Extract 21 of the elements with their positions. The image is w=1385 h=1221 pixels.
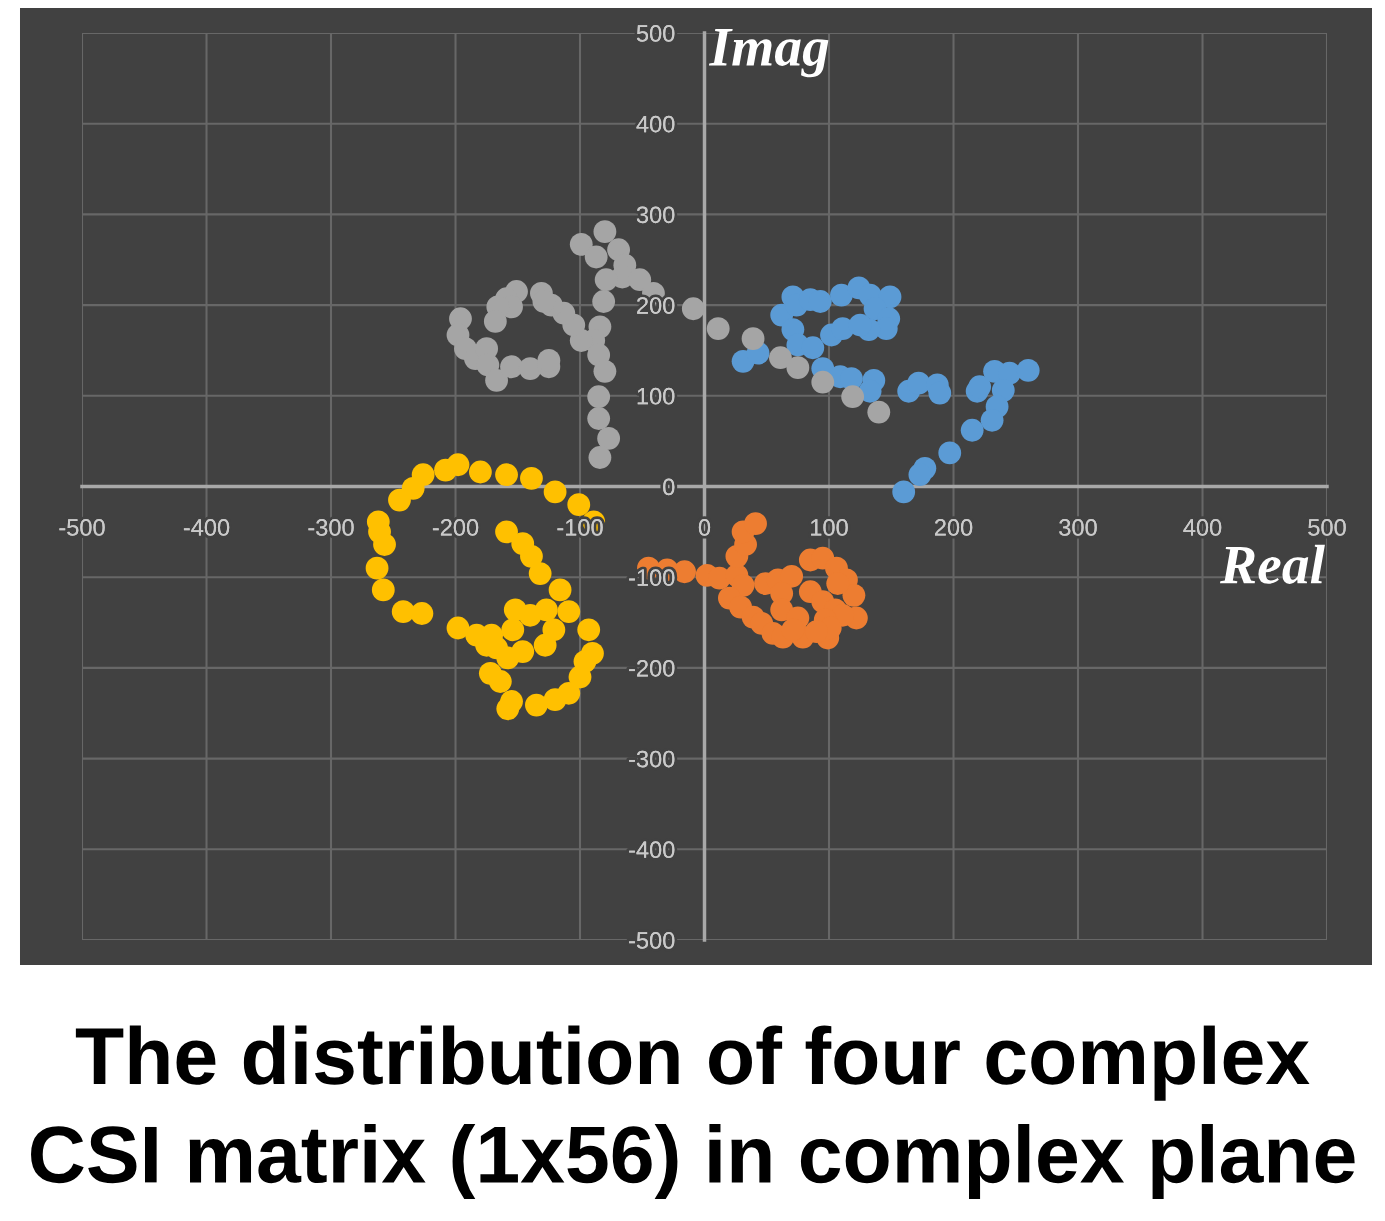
- x-tick-label: 500: [1308, 519, 1346, 536]
- x-tick-label: -200: [432, 519, 479, 536]
- x-tick-label: -400: [183, 519, 230, 536]
- y-tick-label: -400: [629, 841, 675, 859]
- y-tick-label: 200: [637, 297, 675, 314]
- y-axis-title: Imag: [708, 29, 829, 78]
- y-tick-label: 500: [636, 25, 675, 42]
- x-axis-title: Real: [1220, 544, 1325, 584]
- y-tick-label: 400: [636, 115, 675, 133]
- y-tick-label: -300: [629, 750, 675, 768]
- x-tick-label: 200: [934, 519, 973, 536]
- x-tick-label: 100: [811, 519, 848, 536]
- x-tick-label: -500: [59, 519, 105, 536]
- y-tick-label: -200: [629, 659, 675, 677]
- text: The distribution of four complex CSI matrix (1x56) in complex plane: [31, 1025, 1355, 1200]
- y-tick-label: 300: [636, 206, 675, 224]
- x-tick-label: 300: [1059, 519, 1097, 536]
- x-tick-label: 400: [1183, 519, 1222, 536]
- y-tick-label: -500: [629, 932, 675, 949]
- x-tick-label: -300: [308, 519, 354, 536]
- y-tick-label: 100: [637, 387, 675, 405]
